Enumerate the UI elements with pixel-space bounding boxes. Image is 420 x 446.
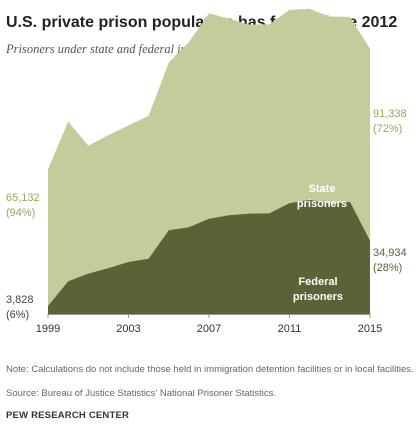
start-total-pct-label: (94%) bbox=[6, 207, 35, 219]
end-federal-pct-label: (28%) bbox=[373, 262, 402, 274]
federal-series-label-line1: Federal bbox=[298, 276, 337, 288]
x-tick-label: 1999 bbox=[36, 323, 60, 335]
end-state-pct-label: (72%) bbox=[373, 123, 402, 135]
x-tick-labels: 1999 2003 2007 2011 2015 bbox=[36, 314, 382, 335]
state-series-label-line1: State bbox=[309, 183, 336, 195]
x-tick-label: 2007 bbox=[197, 323, 221, 335]
chart-note: Note: Calculations do not include those … bbox=[6, 364, 414, 375]
start-federal-pct-label: (6%) bbox=[6, 309, 29, 321]
area-chart: 1999 2003 2007 2011 2015 65,132 (94%) 3,828 … bbox=[6, 8, 407, 335]
credit-logo-text: PEW RESEARCH CENTER bbox=[6, 410, 130, 421]
federal-series-label-line2: prisoners bbox=[293, 291, 343, 303]
start-total-value-label: 65,132 bbox=[6, 192, 40, 204]
x-tick-label: 2011 bbox=[278, 323, 302, 335]
x-tick-label: 2003 bbox=[116, 323, 140, 335]
chart-source: Source: Bureau of Justice Statistics' Na… bbox=[6, 388, 277, 399]
end-state-value-label: 91,338 bbox=[373, 108, 407, 120]
x-tick-label: 2015 bbox=[358, 323, 382, 335]
state-series-label-line2: prisoners bbox=[297, 198, 347, 210]
start-federal-value-label: 3,828 bbox=[6, 294, 34, 306]
federal-area bbox=[48, 199, 370, 314]
end-federal-value-label: 34,934 bbox=[373, 247, 407, 259]
